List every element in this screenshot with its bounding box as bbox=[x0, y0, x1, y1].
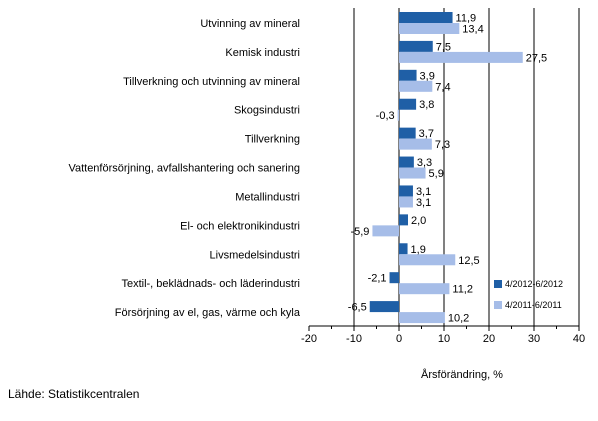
value-label-series1-3: 3,8 bbox=[419, 99, 434, 111]
value-label-series1-8: 1,9 bbox=[411, 244, 426, 256]
value-label-series2-3: -0,3 bbox=[376, 110, 395, 122]
category-label-2: Tillverkning och utvinning av mineral bbox=[123, 76, 300, 88]
bar-series2-9 bbox=[399, 283, 450, 295]
value-label-series1-4: 3,7 bbox=[419, 128, 434, 140]
bars bbox=[369, 12, 523, 324]
tick-label--10: -10 bbox=[346, 333, 362, 345]
tick-label-20: 20 bbox=[483, 333, 495, 345]
bar-series2-3 bbox=[397, 109, 399, 121]
value-label-series2-7: -5,9 bbox=[350, 226, 369, 238]
bar-series1-6 bbox=[399, 185, 413, 197]
value-label-series2-6: 3,1 bbox=[416, 197, 431, 209]
category-label-1: Kemisk industri bbox=[225, 47, 300, 59]
bar-series2-5 bbox=[399, 167, 426, 179]
value-label-series2-0: 13,4 bbox=[462, 24, 483, 36]
bar-series1-4 bbox=[399, 127, 416, 139]
value-label-series1-6: 3,1 bbox=[416, 186, 431, 198]
bar-series1-0 bbox=[399, 12, 453, 23]
value-label-series1-1: 7,5 bbox=[436, 41, 451, 53]
value-label-series2-1: 27,5 bbox=[526, 52, 547, 64]
value-label-series2-2: 7,4 bbox=[435, 81, 450, 93]
bar-series1-9 bbox=[389, 272, 399, 284]
legend-swatch-series1 bbox=[494, 280, 502, 288]
bar-series1-3 bbox=[399, 98, 417, 110]
category-label-5: Vattenförsörjning, avfallshantering och … bbox=[68, 163, 300, 175]
bar-series2-1 bbox=[399, 51, 523, 63]
bar-series2-4 bbox=[399, 138, 432, 150]
value-label-series1-2: 3,9 bbox=[420, 70, 435, 82]
legend: 4/2012-6/2012 4/2011-6/2011 bbox=[494, 279, 563, 310]
legend-label-series1: 4/2012-6/2012 bbox=[505, 279, 563, 289]
bar-series1-10 bbox=[369, 301, 399, 313]
legend-label-series2: 4/2011-6/2011 bbox=[505, 300, 562, 310]
tick-label-40: 40 bbox=[573, 333, 585, 345]
value-label-series1-0: 11,9 bbox=[456, 13, 477, 25]
bar-series2-2 bbox=[399, 80, 433, 92]
value-label-series1-5: 3,3 bbox=[417, 157, 432, 169]
category-label-0: Utvinning av mineral bbox=[200, 18, 300, 30]
value-label-series2-9: 11,2 bbox=[452, 284, 473, 296]
bar-series1-1 bbox=[399, 40, 433, 52]
source-note: Lähde: Statistikcentralen bbox=[8, 387, 140, 401]
category-label-4: Tillverkning bbox=[245, 134, 300, 146]
bar-series2-8 bbox=[399, 254, 456, 266]
category-label-10: Försörjning av el, gas, värme och kyla bbox=[115, 307, 301, 319]
bar-series2-0 bbox=[399, 23, 460, 34]
tick-label--20: -20 bbox=[301, 333, 317, 345]
bar-series1-5 bbox=[399, 156, 414, 168]
category-label-8: Livsmedelsindustri bbox=[210, 249, 300, 261]
tick-label-0: 0 bbox=[396, 333, 402, 345]
bar-series1-7 bbox=[399, 214, 408, 226]
category-label-6: Metallindustri bbox=[235, 191, 300, 203]
value-label-series2-10: 10,2 bbox=[448, 313, 469, 325]
tick-label-30: 30 bbox=[528, 333, 540, 345]
bar-series1-2 bbox=[399, 69, 417, 81]
x-axis: -20 -10 0 10 20 30 40 bbox=[301, 325, 585, 345]
value-label-series2-4: 7,3 bbox=[435, 139, 450, 151]
bar-series2-10 bbox=[399, 312, 445, 324]
x-axis-title: Årsförändring, % bbox=[421, 368, 503, 381]
labels: 11,913,4 Utvinning av mineral 7,5 27,5 Kemis… bbox=[68, 13, 547, 325]
category-label-3: Skogsindustri bbox=[234, 105, 300, 117]
value-label-series1-10: -6,5 bbox=[348, 302, 367, 314]
tick-label-10: 10 bbox=[438, 333, 450, 345]
value-label-series2-5: 5,9 bbox=[429, 168, 444, 180]
bar-series2-7 bbox=[372, 225, 399, 237]
value-label-series1-9: -2,1 bbox=[368, 273, 387, 285]
value-label-series1-7: 2,0 bbox=[411, 215, 426, 227]
value-label-series2-8: 12,5 bbox=[458, 255, 479, 267]
legend-swatch-series2 bbox=[494, 301, 502, 309]
category-label-7: El- och elektronikindustri bbox=[180, 220, 300, 232]
bar-series2-6 bbox=[399, 196, 413, 208]
category-label-9: Textil-, beklädnads- och läderindustri bbox=[121, 278, 300, 290]
bar-series1-8 bbox=[399, 243, 408, 255]
